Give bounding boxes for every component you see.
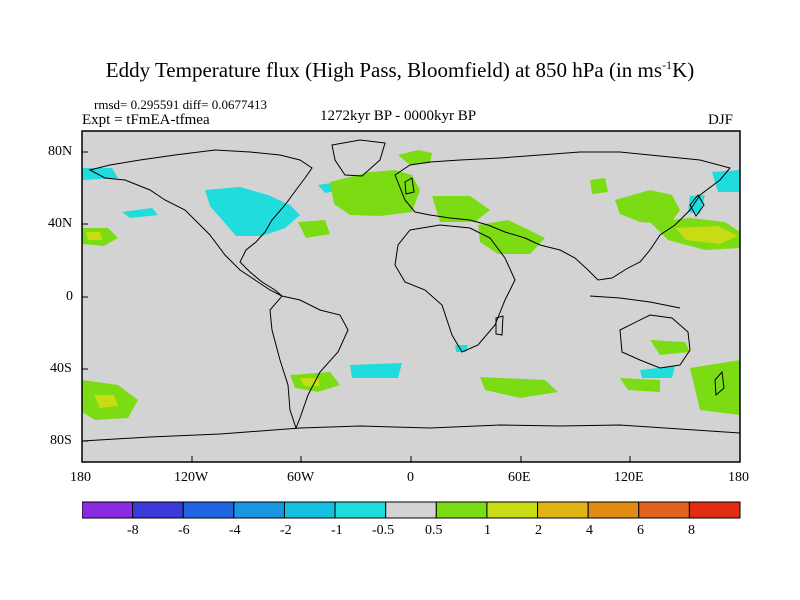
colorbar-label: -0.5 bbox=[372, 523, 395, 538]
anomaly-arctic bbox=[398, 150, 432, 165]
colorbar-label: -8 bbox=[127, 523, 139, 538]
colorbar-swatch bbox=[385, 501, 437, 519]
colorbar-swatch bbox=[283, 501, 336, 519]
coastline-japan bbox=[689, 194, 705, 217]
colorbar-swatch bbox=[638, 501, 690, 519]
lon-label-120w: 120W bbox=[174, 470, 209, 485]
colorbar-label: 2 bbox=[535, 523, 542, 538]
anomaly-south-atlantic-cyan bbox=[350, 363, 402, 378]
coastline-north-america bbox=[88, 149, 313, 297]
colorbar-label: 8 bbox=[688, 523, 695, 538]
anomaly-south-pacific-high bbox=[94, 395, 118, 408]
season-label: DJF bbox=[708, 112, 734, 128]
colorbar-swatch bbox=[334, 501, 387, 519]
lat-label-40s: 40S bbox=[50, 361, 72, 376]
coastline-australia bbox=[619, 314, 691, 369]
anomaly-middle-east bbox=[478, 220, 545, 254]
lat-label-40n: 40N bbox=[48, 216, 73, 231]
colorbar-label: -1 bbox=[331, 523, 343, 538]
anomaly-north-america bbox=[205, 187, 300, 236]
colorbar-label: 4 bbox=[586, 523, 593, 538]
colorbar-swatch bbox=[537, 501, 589, 519]
coastline-uk bbox=[404, 177, 415, 195]
colorbar-label: -4 bbox=[229, 523, 241, 538]
anomaly-pacific-west-high bbox=[86, 232, 102, 240]
coastline-indonesia bbox=[589, 295, 681, 309]
anomaly-regions bbox=[82, 150, 740, 420]
lon-label-180e: 180 bbox=[728, 470, 749, 485]
colorbar-swatch bbox=[132, 501, 184, 519]
colorbar-label: 0.5 bbox=[425, 523, 443, 538]
colorbar-label: -2 bbox=[280, 523, 292, 538]
coastline-antarctica bbox=[81, 424, 741, 442]
coastlines bbox=[81, 139, 741, 442]
colorbar-swatch bbox=[82, 501, 134, 519]
colorbar-swatch bbox=[182, 501, 235, 519]
coastline-africa bbox=[394, 224, 516, 353]
colorbar-swatch bbox=[435, 501, 488, 519]
lon-label-60w: 60W bbox=[287, 470, 315, 485]
title-superscript: -1 bbox=[662, 58, 673, 72]
anomaly-siberia bbox=[590, 178, 608, 194]
map-title: Eddy Temperature flux (High Pass, Bloomf… bbox=[0, 58, 800, 83]
coastline-new-zealand bbox=[714, 370, 725, 397]
anomaly-alaska bbox=[82, 168, 118, 180]
stats-label: rmsd= 0.295591 diff= 0.0677413 bbox=[94, 97, 267, 112]
anomaly-east-asia bbox=[615, 190, 680, 224]
axis-ticks bbox=[82, 151, 631, 462]
anomaly-australia-south bbox=[640, 366, 675, 378]
anomaly-southern-ocean bbox=[620, 378, 660, 392]
colorbar bbox=[82, 501, 741, 519]
colorbar-label: 1 bbox=[484, 523, 491, 538]
colorbar-swatch bbox=[486, 501, 539, 519]
anomaly-south-atlantic-high bbox=[300, 378, 320, 386]
anomaly-indian-ocean bbox=[480, 377, 558, 398]
lon-label-120e: 120E bbox=[614, 470, 644, 485]
lon-label-60e: 60E bbox=[508, 470, 531, 485]
colorbar-label: 6 bbox=[637, 523, 644, 538]
coastline-madagascar bbox=[495, 315, 504, 336]
lon-label-180w: 180 bbox=[70, 470, 91, 485]
lat-label-80n: 80N bbox=[48, 144, 73, 159]
anomaly-atlantic-west bbox=[298, 220, 330, 238]
anomaly-bering bbox=[712, 170, 740, 192]
lon-label-0: 0 bbox=[407, 470, 414, 485]
anomaly-africa-south bbox=[455, 345, 468, 352]
colorbar-swatch bbox=[233, 501, 285, 519]
anomaly-australia bbox=[650, 340, 690, 355]
lat-label-0: 0 bbox=[66, 289, 73, 304]
colorbar-swatch bbox=[688, 501, 741, 519]
colorbar-label: -6 bbox=[178, 523, 190, 538]
coastline-eurasia bbox=[394, 151, 731, 281]
anomaly-north-pacific bbox=[122, 208, 158, 218]
colorbar-boxes bbox=[82, 501, 741, 519]
period-label: 1272kyr BP - 0000kyr BP bbox=[320, 108, 477, 124]
anomaly-north-pacific-east-high bbox=[676, 226, 738, 244]
title-tail: K) bbox=[672, 58, 695, 82]
title-main: Eddy Temperature flux (High Pass, Bloomf… bbox=[105, 58, 663, 82]
colorbar-swatch bbox=[587, 501, 640, 519]
lat-label-80s: 80S bbox=[50, 433, 72, 448]
coastline-greenland bbox=[331, 139, 386, 177]
anomaly-mediterranean bbox=[432, 196, 490, 222]
coastline-south-america bbox=[269, 295, 349, 430]
experiment-label: Expt = tFmEA-tfmea bbox=[82, 112, 210, 128]
